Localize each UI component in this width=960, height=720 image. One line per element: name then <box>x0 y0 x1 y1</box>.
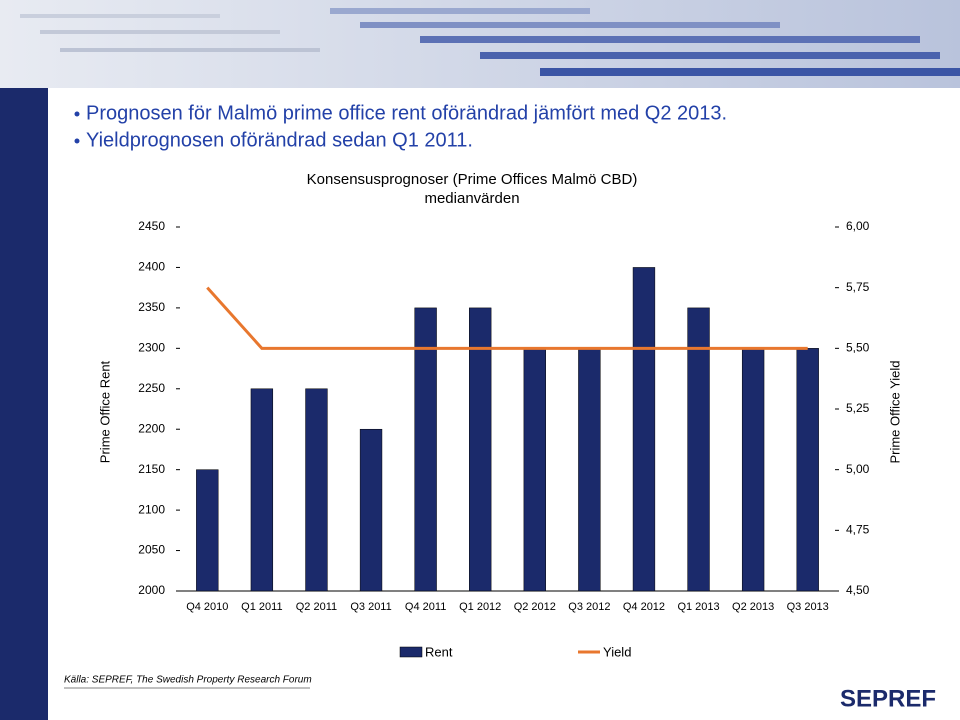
bullet-dot <box>74 138 80 144</box>
x-tick-label: Q2 2011 <box>296 601 337 613</box>
y-tick-label: 2150 <box>138 462 165 476</box>
bar <box>305 388 328 592</box>
bar <box>250 388 274 592</box>
x-tick-label: Q1 2013 <box>677 601 719 613</box>
x-tick-label: Q2 2012 <box>514 601 556 613</box>
bar <box>741 348 765 592</box>
legend-swatch <box>399 646 423 658</box>
x-tick-label: Q4 2010 <box>186 601 228 613</box>
bar <box>796 348 819 592</box>
bar <box>469 307 492 592</box>
y2-axis-label: Prime Office Yield <box>887 360 902 463</box>
bar <box>687 307 710 592</box>
y-tick-label: 2100 <box>138 502 165 516</box>
y-tick-label: 2300 <box>138 341 165 355</box>
y2-tick-label: 5,25 <box>846 401 870 415</box>
y2-tick-label: 6,00 <box>846 219 870 233</box>
x-tick-label: Q1 2011 <box>241 601 282 613</box>
x-tick-label: Q2 2013 <box>732 601 774 613</box>
y-axis-label: Prime Office Rent <box>97 360 112 463</box>
bar <box>414 307 437 592</box>
y-tick-label: 2000 <box>138 583 165 597</box>
y-tick-label: 2350 <box>138 300 165 314</box>
bar <box>578 348 601 592</box>
x-tick-label: Q1 2012 <box>459 601 501 613</box>
bar <box>359 428 383 592</box>
bullet-text: Prognosen för Malmö prime office rent of… <box>86 102 727 124</box>
y2-tick-label: 5,50 <box>846 341 870 355</box>
x-tick-label: Q3 2012 <box>568 601 610 613</box>
banner <box>0 0 960 88</box>
side-strip <box>0 88 48 720</box>
x-tick-label: Q3 2011 <box>350 601 391 613</box>
y-tick-label: 2050 <box>138 543 165 557</box>
x-tick-label: Q3 2013 <box>787 601 829 613</box>
legend-label: Rent <box>425 644 453 659</box>
y-tick-label: 2250 <box>138 381 165 395</box>
chart-subtitle: medianvärden <box>424 190 519 207</box>
bullet-text: Yieldprognosen oförändrad sedan Q1 2011. <box>86 129 473 151</box>
y-tick-label: 2400 <box>138 260 165 274</box>
line <box>206 286 808 350</box>
y2-tick-label: 4,75 <box>846 523 870 537</box>
source: Källa: SEPREF, The Swedish Property Rese… <box>64 675 312 686</box>
bar <box>523 348 546 592</box>
y2-tick-label: 5,75 <box>846 280 870 294</box>
y2-tick-label: 4,50 <box>846 583 870 597</box>
y-tick-label: 2200 <box>138 421 165 435</box>
legend-label: Yield <box>603 644 631 659</box>
x-tick-label: Q4 2011 <box>405 601 446 613</box>
y2-tick-label: 5,00 <box>846 462 870 476</box>
bullet-dot <box>74 111 80 117</box>
chart-title: Konsensusprognoser (Prime Offices Malmö … <box>307 171 638 188</box>
y-tick-label: 2450 <box>138 219 165 233</box>
logo: SEPREF <box>840 685 936 712</box>
bar <box>196 469 219 592</box>
x-tick-label: Q4 2012 <box>623 601 665 613</box>
bar <box>632 267 656 592</box>
